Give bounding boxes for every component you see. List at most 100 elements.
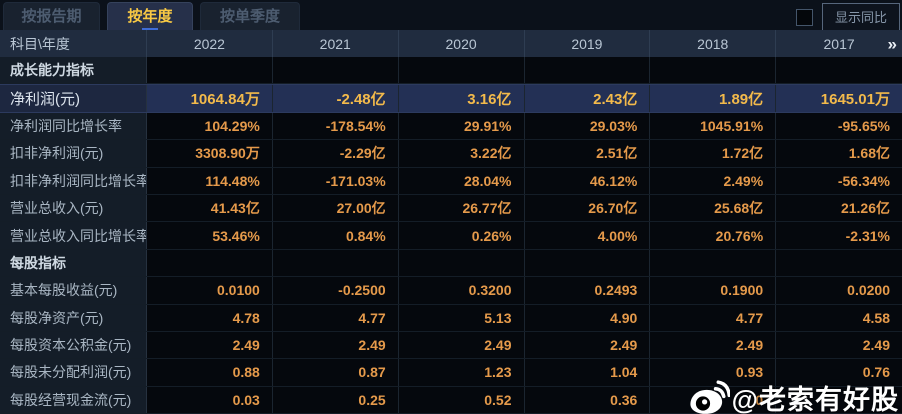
- row-label: 每股净资产(元): [0, 304, 147, 331]
- cell-2022: 3308.90万: [147, 140, 273, 167]
- cell-2022: 41.43亿: [147, 194, 273, 222]
- cell-2018: 20.76%: [650, 222, 777, 249]
- cell-2022: 0.0100: [147, 277, 273, 304]
- cell-2020: 3.16亿: [398, 85, 525, 112]
- cell-2019: 29.03%: [524, 112, 651, 140]
- cell-2018: 4.77: [650, 304, 777, 331]
- cell-2022: 0.88: [147, 359, 273, 386]
- cell-2021: [272, 57, 399, 84]
- cell-2018: 2.49%: [650, 167, 777, 194]
- cell-2019: 46.12%: [524, 167, 651, 194]
- row-label: 扣非净利润(元): [0, 140, 147, 167]
- row-label: 扣非净利润同比增长率: [0, 167, 147, 194]
- cell-2020: 2.49: [398, 331, 525, 359]
- cell-2022: 0.03: [147, 386, 273, 414]
- year-column-header[interactable]: 2018: [650, 30, 777, 57]
- cell-2018: 0.93: [650, 359, 777, 386]
- cell-2022: 1064.84万: [147, 85, 273, 112]
- cell-2019: 2.51亿: [524, 140, 651, 167]
- table-row[interactable]: 营业总收入同比增长率 53.46% 0.84% 0.26% 4.00% 20.7…: [0, 222, 902, 250]
- cell-2020: 28.04%: [398, 167, 525, 194]
- cell-2017: -56.34%: [776, 167, 902, 194]
- cell-2018: 1.89亿: [650, 85, 777, 112]
- cell-2022: 104.29%: [147, 112, 273, 140]
- cell-2019: 0.36: [524, 386, 651, 414]
- tab-single-quarter[interactable]: 按单季度: [200, 2, 300, 30]
- cell-2018: 2.49: [650, 331, 777, 359]
- cell-2017: -95.65%: [776, 112, 902, 140]
- cell-2020: 29.91%: [398, 112, 525, 140]
- cell-2020: 0.26%: [398, 222, 525, 249]
- cell-2021: [272, 249, 399, 277]
- corner-header: 科目\年度: [0, 30, 147, 57]
- table-row[interactable]: 基本每股收益(元) 0.0100 -0.2500 0.3200 0.2493 0…: [0, 277, 902, 305]
- table-body: 成长能力指标 净利润(元) 1064.84万 -2.48亿 3.16亿 2.43…: [0, 57, 902, 414]
- cell-2019: 1.04: [524, 359, 651, 386]
- cell-2020: [398, 57, 525, 84]
- table-row[interactable]: 每股资本公积金(元) 2.49 2.49 2.49 2.49 2.49 2.49: [0, 331, 902, 360]
- cell-2018: 1045.91%: [650, 112, 777, 140]
- table-row[interactable]: 每股指标: [0, 249, 902, 278]
- year-column-header[interactable]: 2017 »: [776, 30, 902, 57]
- cell-2022: 114.48%: [147, 167, 273, 194]
- cell-2021: 0.84%: [272, 222, 399, 249]
- table-row[interactable]: 成长能力指标: [0, 57, 902, 85]
- tab-report-period[interactable]: 按报告期: [3, 2, 100, 30]
- cell-2018: 25.68亿: [650, 194, 777, 222]
- more-columns-icon[interactable]: »: [887, 34, 897, 53]
- cell-2017: [776, 249, 902, 277]
- table-row[interactable]: 扣非净利润(元) 3308.90万 -2.29亿 3.22亿 2.51亿 1.7…: [0, 140, 902, 168]
- cell-2017: 1645.01万: [776, 85, 902, 112]
- cell-2022: 4.78: [147, 304, 273, 331]
- period-tabbar: 按报告期 按年度 按单季度 显示同比: [0, 0, 902, 31]
- table-row[interactable]: 营业总收入(元) 41.43亿 27.00亿 26.77亿 26.70亿 25.…: [0, 194, 902, 223]
- cell-2019: 26.70亿: [524, 194, 651, 222]
- year-column-header[interactable]: 2021: [273, 30, 399, 57]
- cell-2017: [776, 57, 902, 84]
- cell-2018: 0.1900: [650, 277, 777, 304]
- show-yoy-button[interactable]: 显示同比: [821, 3, 900, 31]
- table-row[interactable]: 扣非净利润同比增长率 114.48% -171.03% 28.04% 46.12…: [0, 167, 902, 195]
- year-label: 2017: [823, 35, 855, 52]
- financial-table: 科目\年度 2022 2021 2020 2019 2018 2017 » 成长…: [0, 30, 902, 414]
- cell-2020: 3.22亿: [398, 140, 525, 167]
- row-label: 净利润同比增长率: [0, 112, 147, 140]
- cell-2020: [398, 249, 525, 277]
- cell-2019: 0.2493: [524, 277, 651, 304]
- cell-2021: -0.2500: [272, 277, 399, 304]
- cell-2021: 2.49: [272, 331, 399, 359]
- cell-2021: -2.29亿: [272, 140, 399, 167]
- cell-2017: 21.26亿: [776, 194, 902, 222]
- cell-2017: -2.31%: [776, 222, 902, 249]
- cell-2021: 4.77: [272, 304, 399, 331]
- cell-2019: 4.00%: [524, 222, 651, 249]
- year-column-header[interactable]: 2022: [147, 30, 273, 57]
- cell-2021: -2.48亿: [272, 85, 399, 112]
- cell-2021: 0.25: [272, 386, 399, 414]
- table-row[interactable]: 净利润同比增长率 104.29% -178.54% 29.91% 29.03% …: [0, 112, 902, 141]
- table-row[interactable]: 净利润(元) 1064.84万 -2.48亿 3.16亿 2.43亿 1.89亿…: [0, 84, 902, 113]
- year-column-header[interactable]: 2019: [525, 30, 651, 57]
- year-column-header[interactable]: 2020: [399, 30, 525, 57]
- show-yoy-checkbox[interactable]: [795, 8, 813, 26]
- cell-2021: -178.54%: [272, 112, 399, 140]
- row-label: 营业总收入同比增长率: [0, 222, 147, 249]
- cell-2021: -171.03%: [272, 167, 399, 194]
- cell-2020: 5.13: [398, 304, 525, 331]
- cell-2022: 53.46%: [147, 222, 273, 249]
- cell-2020: 0.3200: [398, 277, 525, 304]
- row-label: 成长能力指标: [0, 57, 147, 84]
- table-row[interactable]: 每股经营现金流(元) 0.03 0.25 0.52 0.36 0: [0, 386, 902, 414]
- show-yoy-control: 显示同比: [795, 3, 900, 31]
- cell-2017: 0.0200: [776, 277, 902, 304]
- cell-2018: 0: [650, 386, 777, 414]
- cell-2017: 4.58: [776, 304, 902, 331]
- cell-2020: 0.52: [398, 386, 525, 414]
- cell-2017: 2.49: [776, 331, 902, 359]
- table-row[interactable]: 每股净资产(元) 4.78 4.77 5.13 4.90 4.77 4.58: [0, 304, 902, 332]
- tab-annual[interactable]: 按年度: [107, 2, 193, 30]
- cell-2017: 1.68亿: [776, 140, 902, 167]
- table-row[interactable]: 每股未分配利润(元) 0.88 0.87 1.23 1.04 0.93 0.76: [0, 359, 902, 387]
- cell-2020: 1.23: [398, 359, 525, 386]
- row-label: 营业总收入(元): [0, 194, 147, 222]
